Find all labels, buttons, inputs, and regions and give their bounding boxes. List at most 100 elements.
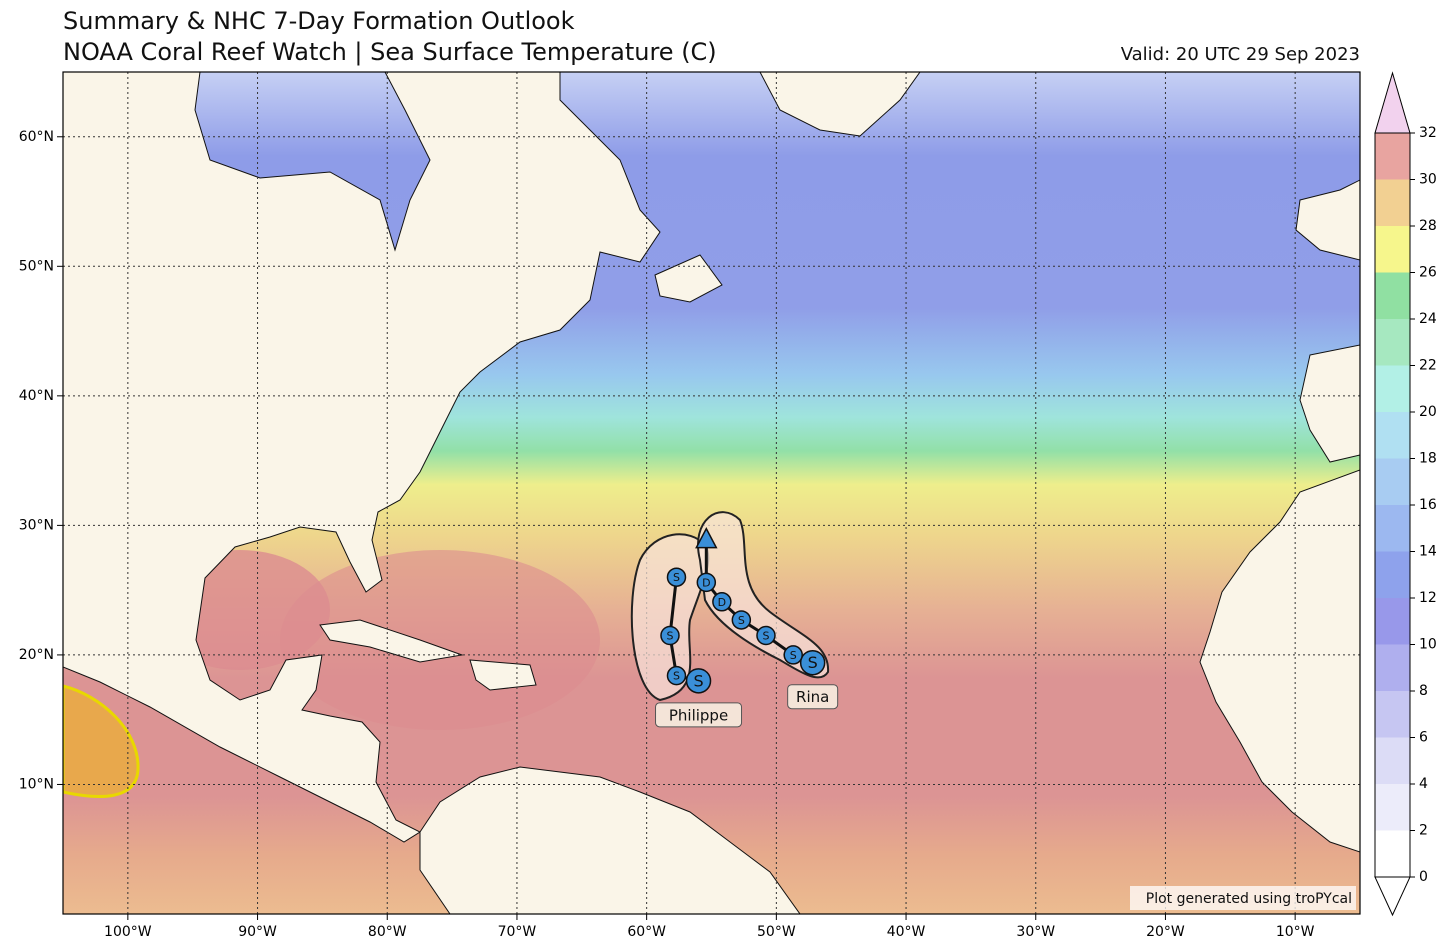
track-point [666, 665, 687, 686]
point-label: S [808, 653, 818, 672]
colorbar-bin [1375, 784, 1410, 831]
colorbar-tick-label: 26 [1419, 265, 1437, 281]
british-isles [1295, 179, 1360, 261]
point-label: S [790, 649, 797, 662]
point-label: S [762, 629, 769, 642]
credit-box [1130, 886, 1356, 910]
colorbar-tick-label: 12 [1419, 590, 1437, 606]
colorbar-tick-label: 8 [1419, 683, 1428, 699]
colorbar-tick-label: 16 [1419, 497, 1437, 513]
colorbar-tick-label: 0 [1419, 869, 1428, 885]
y-tick-label: 20°N [19, 647, 54, 663]
colorbar-bin [1375, 226, 1410, 273]
track-point [799, 649, 826, 676]
colorbar-bin [1375, 830, 1410, 877]
colorbar-bin [1375, 272, 1410, 319]
formation-area [63, 684, 140, 798]
cuba [319, 619, 464, 663]
storm-label-box [787, 684, 839, 710]
storm-name: Rina [796, 688, 829, 706]
point-label: S [673, 670, 680, 683]
colorbar-bin [1375, 691, 1410, 738]
colorbar-tick-label: 20 [1419, 404, 1437, 420]
hispaniola [469, 659, 537, 691]
point-label: S [673, 571, 680, 584]
point-label: S [667, 629, 674, 642]
y-tick-label: 60°N [19, 129, 54, 145]
point-label: S [693, 671, 703, 690]
valid-time: Valid: 20 UTC 29 Sep 2023 [1121, 44, 1360, 65]
track-point [666, 567, 687, 587]
africa [1199, 469, 1360, 853]
track-point [756, 625, 776, 646]
north-america [63, 72, 661, 843]
x-tick-label: 80°W [368, 924, 407, 940]
y-tick-label: 50°N [19, 258, 54, 274]
x-tick-label: 20°W [1146, 924, 1185, 940]
map-frame [62, 71, 1361, 915]
colorbar-tick-label: 28 [1419, 218, 1437, 234]
point-label: D [702, 576, 710, 589]
x-tick-label: 100°W [104, 924, 152, 940]
colorbar-tick-label: 10 [1419, 637, 1437, 653]
track-point [783, 645, 803, 665]
colorbar-tick-label: 14 [1419, 544, 1437, 560]
axes: 100°W 90°W 80°W 70°W 60°W 50°W 40°W 30°W 20°W 10°… [19, 129, 1315, 940]
x-tick-label: 70°W [498, 924, 537, 940]
y-tick-label: 10°N [19, 776, 54, 792]
point-label: D [718, 596, 726, 609]
colorbar-tick-label: 18 [1419, 451, 1437, 467]
south-america [419, 766, 801, 914]
storm-name: Philippe [669, 706, 728, 724]
colorbar-tick-label: 6 [1419, 730, 1428, 746]
colorbar-bin [1375, 644, 1410, 691]
storm-label-box [655, 702, 743, 728]
colorbar-tick-label: 4 [1419, 776, 1428, 792]
subtitle: NOAA Coral Reef Watch | Sea Surface Temp… [63, 38, 717, 66]
track-point [695, 527, 718, 549]
colorbar-bin [1375, 505, 1410, 552]
x-tick-label: 60°W [627, 924, 666, 940]
colorbar-bin [1375, 133, 1410, 180]
track-point [660, 625, 680, 646]
iberia [1299, 344, 1360, 463]
colorbar-bin [1375, 598, 1410, 645]
colorbar-bin [1375, 179, 1410, 226]
colorbar-bin [1375, 551, 1410, 598]
colorbar-tick-label: 32 [1419, 125, 1437, 141]
point-label: S [738, 614, 745, 627]
colorbar-tick-label: 2 [1419, 823, 1428, 839]
colorbar-bin [1375, 737, 1410, 784]
colorbar-tick-label: 24 [1419, 311, 1437, 327]
colorbar-tick-label: 30 [1419, 172, 1437, 188]
track-point [712, 592, 732, 612]
newfoundland [654, 254, 723, 303]
credit: Plot generated using troPYcal [1146, 891, 1352, 907]
x-tick-label: 90°W [238, 924, 277, 940]
colorbar-bin [1375, 412, 1410, 459]
colorbar-tick-label: 22 [1419, 358, 1437, 374]
rina-cone [697, 511, 830, 679]
track-point [731, 610, 752, 630]
y-tick-label: 30°N [19, 517, 54, 533]
title: Summary & NHC 7-Day Formation Outlook [63, 7, 575, 35]
greenland [759, 72, 921, 137]
x-tick-label: 50°W [757, 924, 796, 940]
track-point [685, 668, 712, 694]
colorbar-over [1374, 71, 1411, 134]
track-point [696, 572, 717, 593]
x-tick-label: 30°W [1016, 924, 1055, 940]
colorbar-bin [1375, 365, 1410, 412]
x-tick-label: 40°W [887, 924, 926, 940]
y-tick-label: 40°N [19, 388, 54, 404]
colorbar-bin [1375, 458, 1410, 505]
colorbar-under [1374, 876, 1411, 917]
colorbar-bin [1375, 319, 1410, 366]
x-tick-label: 10°W [1276, 924, 1315, 940]
grid [63, 72, 1360, 914]
warm-water [280, 550, 600, 730]
